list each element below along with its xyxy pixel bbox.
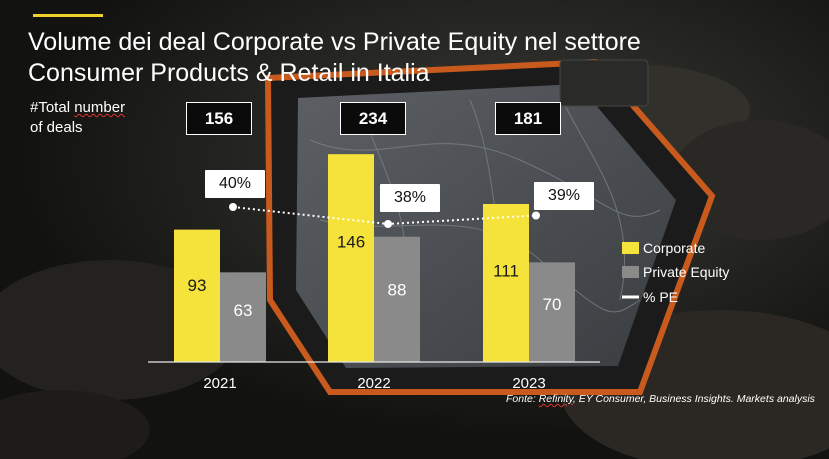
- source-rest: , EY Consumer, Business Insights. Market…: [572, 393, 815, 405]
- pe-point-2023: [532, 211, 540, 220]
- bar-corporate-2022: [328, 154, 374, 362]
- total-label-line2: of deals: [30, 119, 83, 136]
- chart-title: Volume dei deal Corporate vs Private Equ…: [28, 27, 641, 89]
- bar-private-equity-2021: [220, 272, 266, 362]
- bar-label-corporate-2022: 146: [337, 232, 365, 251]
- legend-label-pe-percent: % PE: [643, 289, 678, 305]
- legend-swatch-private-equity: [622, 266, 639, 278]
- total-box-2023: 181: [495, 102, 561, 135]
- pe-point-2021: [229, 203, 237, 211]
- bar-private-equity-2023: [529, 262, 575, 362]
- total-label-word: number: [74, 99, 126, 116]
- bar-private-equity-2022: [374, 236, 420, 362]
- title-line-2: Consumer Products & Retail in Italia: [28, 59, 430, 87]
- x-tick-2021: 2021: [203, 375, 236, 392]
- title-line-1: Volume dei deal Corporate vs Private Equ…: [28, 28, 641, 56]
- x-tick-2022: 2022: [357, 375, 390, 392]
- pct-label-2023: 39%: [534, 182, 594, 210]
- bar-label-corporate-2023: 111: [493, 261, 519, 280]
- pct-label-2022: 38%: [380, 184, 440, 212]
- bar-corporate-2021: [174, 229, 220, 362]
- legend-swatch-corporate: [622, 242, 639, 254]
- x-tick-2023: 2023: [512, 375, 545, 392]
- total-box-2021: 156: [186, 102, 252, 135]
- total-deals-label: #Total number of deals: [30, 98, 125, 138]
- legend-label-corporate: Corporate: [643, 240, 705, 256]
- source-note: Fonte: Refinity, EY Consumer, Business I…: [506, 393, 815, 405]
- bar-label-private-equity-2022: 88: [388, 280, 407, 299]
- source-prefix: Fonte:: [506, 393, 539, 405]
- total-box-2022: 234: [340, 102, 406, 135]
- source-refinity: Refinity: [538, 393, 573, 405]
- bar-label-private-equity-2021: 63: [234, 301, 253, 320]
- total-label-prefix: #Total: [30, 99, 75, 116]
- legend-label-private-equity: Private Equity: [643, 264, 729, 280]
- bar-corporate-2023: [483, 203, 529, 362]
- bar-label-corporate-2021: 93: [188, 276, 207, 295]
- pe-point-2022: [384, 220, 392, 228]
- pct-label-2021: 40%: [205, 170, 265, 198]
- title-accent-line: [33, 14, 103, 17]
- bar-label-private-equity-2023: 70: [543, 295, 562, 314]
